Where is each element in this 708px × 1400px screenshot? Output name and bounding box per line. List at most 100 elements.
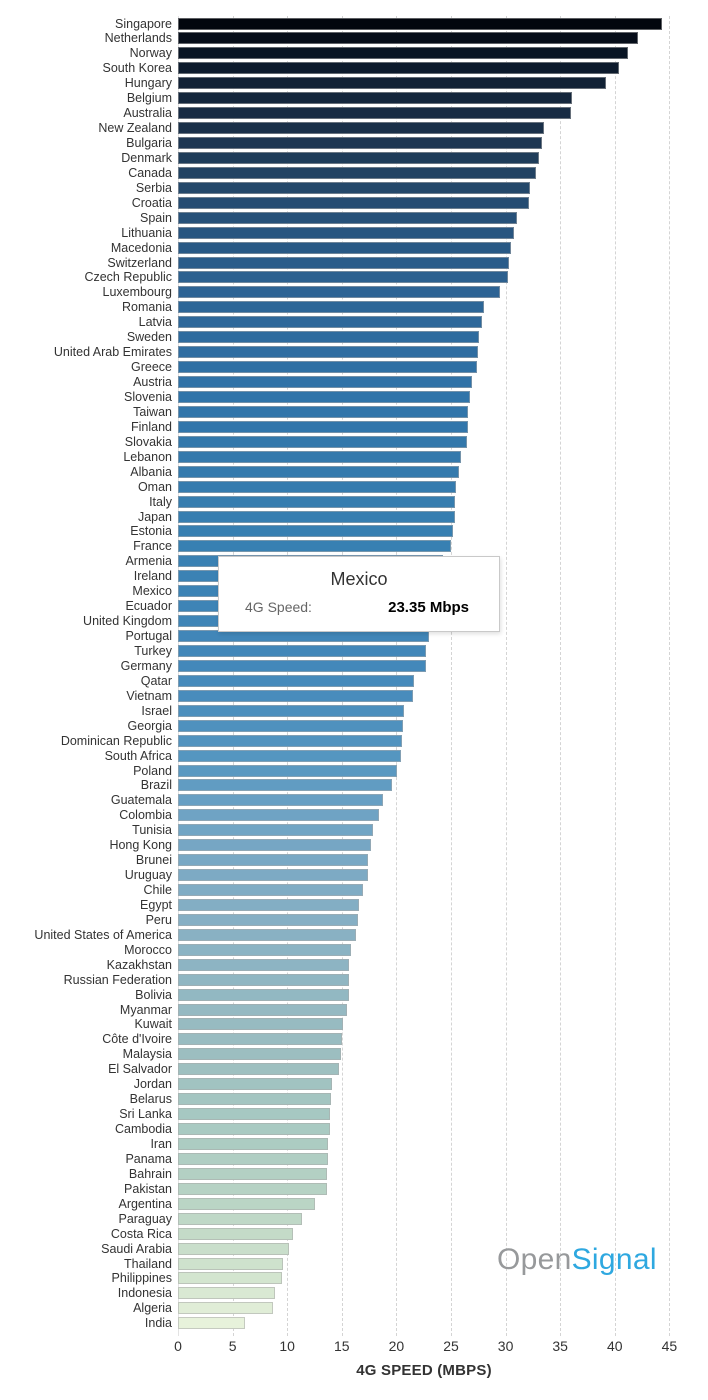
country-label: Luxembourg bbox=[102, 285, 173, 300]
country-bar[interactable] bbox=[178, 1317, 245, 1330]
country-bar[interactable] bbox=[178, 316, 482, 329]
country-bar[interactable] bbox=[178, 1197, 315, 1210]
country-bar[interactable] bbox=[178, 391, 470, 403]
country-bar[interactable] bbox=[178, 405, 469, 418]
country-bar[interactable] bbox=[178, 435, 468, 448]
country-bar[interactable] bbox=[178, 689, 413, 702]
country-bar[interactable] bbox=[178, 107, 572, 120]
country-bar[interactable] bbox=[178, 226, 515, 239]
country-bar[interactable] bbox=[178, 1033, 342, 1046]
country-bar[interactable] bbox=[178, 1048, 341, 1061]
country-label: Latvia bbox=[138, 315, 172, 330]
country-bar[interactable] bbox=[178, 525, 454, 538]
country-bar[interactable] bbox=[178, 659, 426, 672]
country-bar[interactable] bbox=[178, 1167, 327, 1180]
country-bar[interactable] bbox=[178, 779, 393, 792]
country-bar[interactable] bbox=[178, 1242, 290, 1255]
country-bar[interactable] bbox=[178, 241, 512, 254]
country-bar[interactable] bbox=[178, 181, 530, 194]
country-bar[interactable] bbox=[178, 331, 480, 344]
country-label: Greece bbox=[131, 360, 172, 375]
country-label: New Zealand bbox=[98, 121, 172, 136]
country-bar[interactable] bbox=[178, 137, 542, 150]
country-label: South Africa bbox=[104, 748, 172, 763]
country-bar[interactable] bbox=[178, 1063, 339, 1076]
country-bar[interactable] bbox=[178, 495, 456, 508]
country-bar[interactable] bbox=[178, 809, 379, 822]
country-bar[interactable] bbox=[178, 644, 426, 657]
country-bar[interactable] bbox=[178, 376, 472, 389]
country-bar[interactable] bbox=[178, 211, 517, 224]
country-bar[interactable] bbox=[178, 719, 403, 732]
country-bar[interactable] bbox=[178, 839, 372, 852]
country-label: Serbia bbox=[135, 180, 172, 195]
country-label: Estonia bbox=[130, 524, 172, 539]
country-bar[interactable] bbox=[178, 17, 662, 30]
country-bar[interactable] bbox=[178, 1272, 282, 1285]
country-bar[interactable] bbox=[178, 151, 540, 164]
country-bar[interactable] bbox=[178, 1257, 283, 1270]
country-bar[interactable] bbox=[178, 928, 356, 941]
x-tick-label: 5 bbox=[228, 1338, 237, 1354]
country-bar[interactable] bbox=[178, 854, 368, 867]
country-bar[interactable] bbox=[178, 62, 620, 75]
country-bar[interactable] bbox=[178, 884, 363, 897]
country-bar[interactable] bbox=[178, 510, 456, 523]
country-bar[interactable] bbox=[178, 540, 451, 553]
country-bar[interactable] bbox=[178, 1078, 332, 1091]
country-bar[interactable] bbox=[178, 1287, 276, 1300]
tooltip-metric-value: 23.35 Mbps bbox=[388, 599, 469, 616]
country-bar[interactable] bbox=[178, 973, 350, 986]
country-label: Oman bbox=[137, 479, 172, 494]
country-bar[interactable] bbox=[178, 1212, 303, 1225]
country-bar[interactable] bbox=[178, 346, 479, 359]
country-bar[interactable] bbox=[178, 734, 402, 747]
country-bar[interactable] bbox=[178, 77, 607, 90]
country-bar[interactable] bbox=[178, 824, 374, 837]
country-label: Israel bbox=[141, 703, 172, 718]
country-bar[interactable] bbox=[178, 1108, 330, 1121]
country-bar[interactable] bbox=[178, 898, 360, 911]
country-bar[interactable] bbox=[178, 958, 350, 971]
country-bar[interactable] bbox=[178, 764, 398, 777]
country-label: Algeria bbox=[133, 1301, 172, 1316]
country-bar[interactable] bbox=[178, 704, 405, 717]
country-bar[interactable] bbox=[178, 166, 537, 179]
country-bar[interactable] bbox=[178, 988, 350, 1001]
country-bar[interactable] bbox=[178, 196, 529, 209]
country-bar[interactable] bbox=[178, 1123, 330, 1136]
country-bar[interactable] bbox=[178, 1227, 293, 1240]
country-bar[interactable] bbox=[178, 913, 359, 926]
x-tick-label: 40 bbox=[607, 1338, 623, 1354]
country-bar[interactable] bbox=[178, 1018, 343, 1031]
country-bar[interactable] bbox=[178, 794, 384, 807]
country-label: Kuwait bbox=[134, 1017, 172, 1032]
country-bar[interactable] bbox=[178, 256, 509, 269]
country-bar[interactable] bbox=[178, 286, 501, 299]
country-label: Canada bbox=[128, 165, 172, 180]
country-bar[interactable] bbox=[178, 32, 638, 45]
country-bar[interactable] bbox=[178, 92, 573, 105]
x-tick-label: 25 bbox=[443, 1338, 459, 1354]
country-bar[interactable] bbox=[178, 749, 401, 762]
country-bar[interactable] bbox=[178, 301, 484, 314]
country-bar[interactable] bbox=[178, 1152, 328, 1165]
country-bar[interactable] bbox=[178, 122, 544, 135]
country-bar[interactable] bbox=[178, 450, 461, 463]
country-bar[interactable] bbox=[178, 465, 459, 478]
country-label: Hong Kong bbox=[109, 838, 172, 853]
country-bar[interactable] bbox=[178, 1003, 348, 1016]
country-bar[interactable] bbox=[178, 47, 628, 60]
country-bar[interactable] bbox=[178, 943, 351, 956]
country-bar[interactable] bbox=[178, 1138, 328, 1150]
country-bar[interactable] bbox=[178, 271, 508, 284]
country-bar[interactable] bbox=[178, 1302, 273, 1315]
country-bar[interactable] bbox=[178, 869, 368, 882]
country-bar[interactable] bbox=[178, 480, 457, 493]
country-bar[interactable] bbox=[178, 1093, 331, 1106]
country-bar[interactable] bbox=[178, 1182, 327, 1195]
country-bar[interactable] bbox=[178, 674, 414, 687]
country-bar[interactable] bbox=[178, 361, 478, 374]
country-label: Turkey bbox=[134, 643, 172, 658]
country-bar[interactable] bbox=[178, 420, 469, 433]
